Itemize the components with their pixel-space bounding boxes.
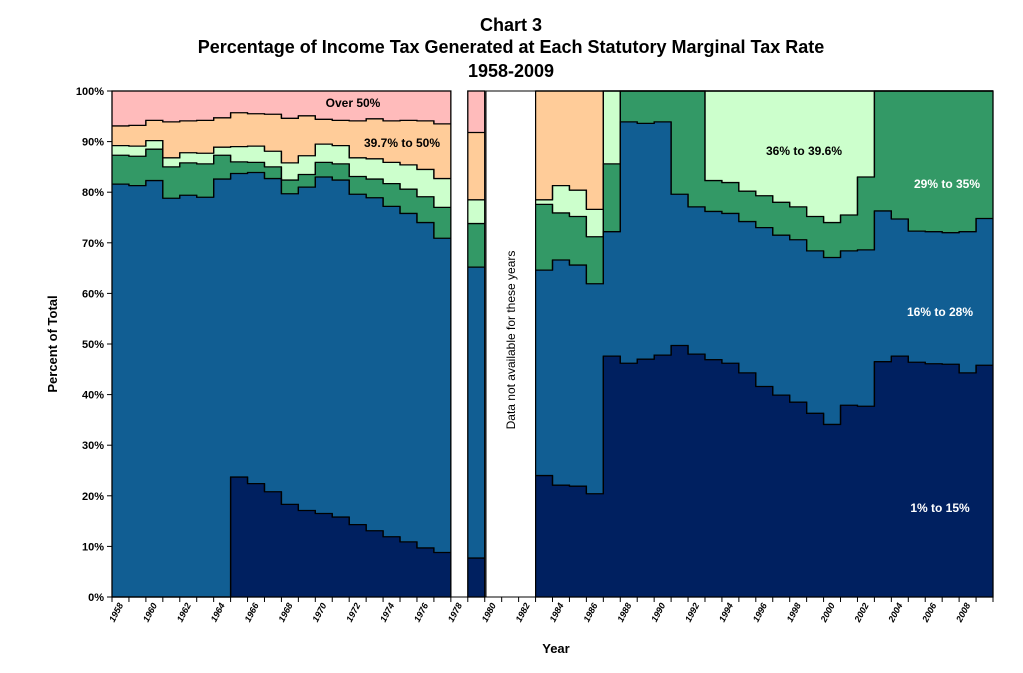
x-tick-label: 2008 — [954, 601, 973, 624]
y-tick-label: 40% — [82, 390, 104, 402]
missing-data-box — [485, 90, 536, 598]
x-tick-label: 1976 — [412, 600, 431, 623]
y-tick-label: 10% — [82, 541, 104, 553]
y-tick-label: 0% — [88, 592, 104, 604]
chart-title-line-1: Chart 3 — [480, 15, 542, 35]
x-tick-label: 1996 — [751, 600, 770, 623]
x-tick-label: 1972 — [344, 601, 362, 623]
y-tick-label: 20% — [82, 491, 104, 503]
y-tick-label: 60% — [82, 288, 104, 300]
x-tick-label: 1964 — [209, 601, 227, 623]
label-39-7-to-50: 39.7% to 50% — [364, 136, 440, 150]
x-tick-label: 2002 — [852, 601, 871, 624]
chart-title-line-2: Percentage of Income Tax Generated at Ea… — [198, 37, 825, 57]
band-39-7-to-50--segment-2 — [535, 91, 993, 210]
x-tick-label: 1980 — [480, 601, 498, 623]
label-1-to-15: 1% to 15% — [910, 501, 970, 515]
band-over-50--segment-1 — [467, 91, 485, 133]
band-16-to-28--segment-0 — [112, 172, 451, 597]
band-over-50--segment-0 — [112, 91, 451, 126]
label-29-to-35: 29% to 35% — [914, 177, 980, 191]
y-tick-label: 50% — [82, 339, 104, 351]
x-tick-label: 1994 — [717, 601, 735, 623]
chart-title-line-3: 1958-2009 — [468, 61, 554, 81]
band-16-to-28--segment-1 — [467, 267, 485, 559]
x-tick-label: 1992 — [683, 601, 701, 623]
x-tick-label: 2004 — [886, 601, 905, 624]
x-tick-label: 1988 — [615, 601, 633, 623]
y-tick-label: 100% — [76, 86, 104, 98]
bands — [112, 91, 993, 597]
band-16-to-28--segment-2 — [535, 121, 993, 494]
y-axis-label: Percent of Total — [45, 295, 60, 392]
x-tick-label: 1990 — [649, 601, 667, 623]
label-16-to-28: 16% to 28% — [907, 305, 973, 319]
x-tick-label: 1970 — [310, 601, 328, 623]
x-tick-label: 1962 — [175, 601, 193, 623]
x-tick-label: 1978 — [446, 601, 464, 623]
y-tick-label: 30% — [82, 440, 104, 452]
band-36-to-39-6--segment-2 — [535, 91, 993, 237]
x-tick-label: 1986 — [581, 600, 600, 623]
y-tick-label: 70% — [82, 238, 104, 250]
band-39-7-to-50--segment-0 — [112, 112, 451, 179]
x-tick-label: 1982 — [514, 601, 532, 623]
band-39-7-to-50--segment-1 — [467, 132, 485, 200]
boundary-line — [535, 121, 993, 285]
y-tick-label: 80% — [82, 187, 104, 199]
x-tick-label: 1968 — [276, 601, 294, 623]
x-tick-label: 1974 — [378, 601, 396, 623]
band-29-to-35--segment-2 — [535, 91, 993, 284]
x-tick-label: 1966 — [243, 600, 262, 623]
x-tick-label: 2000 — [818, 601, 837, 624]
missing-data-note: Data not available for these years — [504, 251, 518, 430]
x-axis-label: Year — [542, 641, 569, 656]
label-over-50: Over 50% — [326, 96, 381, 110]
band-36-to-39-6--segment-1 — [467, 199, 485, 224]
band-29-to-35--segment-1 — [467, 223, 485, 268]
band-boundaries — [111, 90, 994, 598]
x-tick-label: 1960 — [141, 601, 159, 623]
y-tick-label: 90% — [82, 137, 104, 149]
boundary-line — [535, 344, 993, 495]
band-1-to-15--segment-1 — [467, 558, 485, 597]
label-36-to-39-6: 36% to 39.6% — [766, 144, 842, 158]
x-tick-label: 1958 — [107, 601, 125, 623]
x-tick-label: 2006 — [920, 600, 939, 624]
x-tick-label: 1984 — [548, 601, 566, 623]
band-1-to-15--segment-0 — [112, 477, 451, 597]
band-1-to-15--segment-2 — [535, 345, 993, 597]
x-tick-label: 1998 — [785, 601, 803, 623]
